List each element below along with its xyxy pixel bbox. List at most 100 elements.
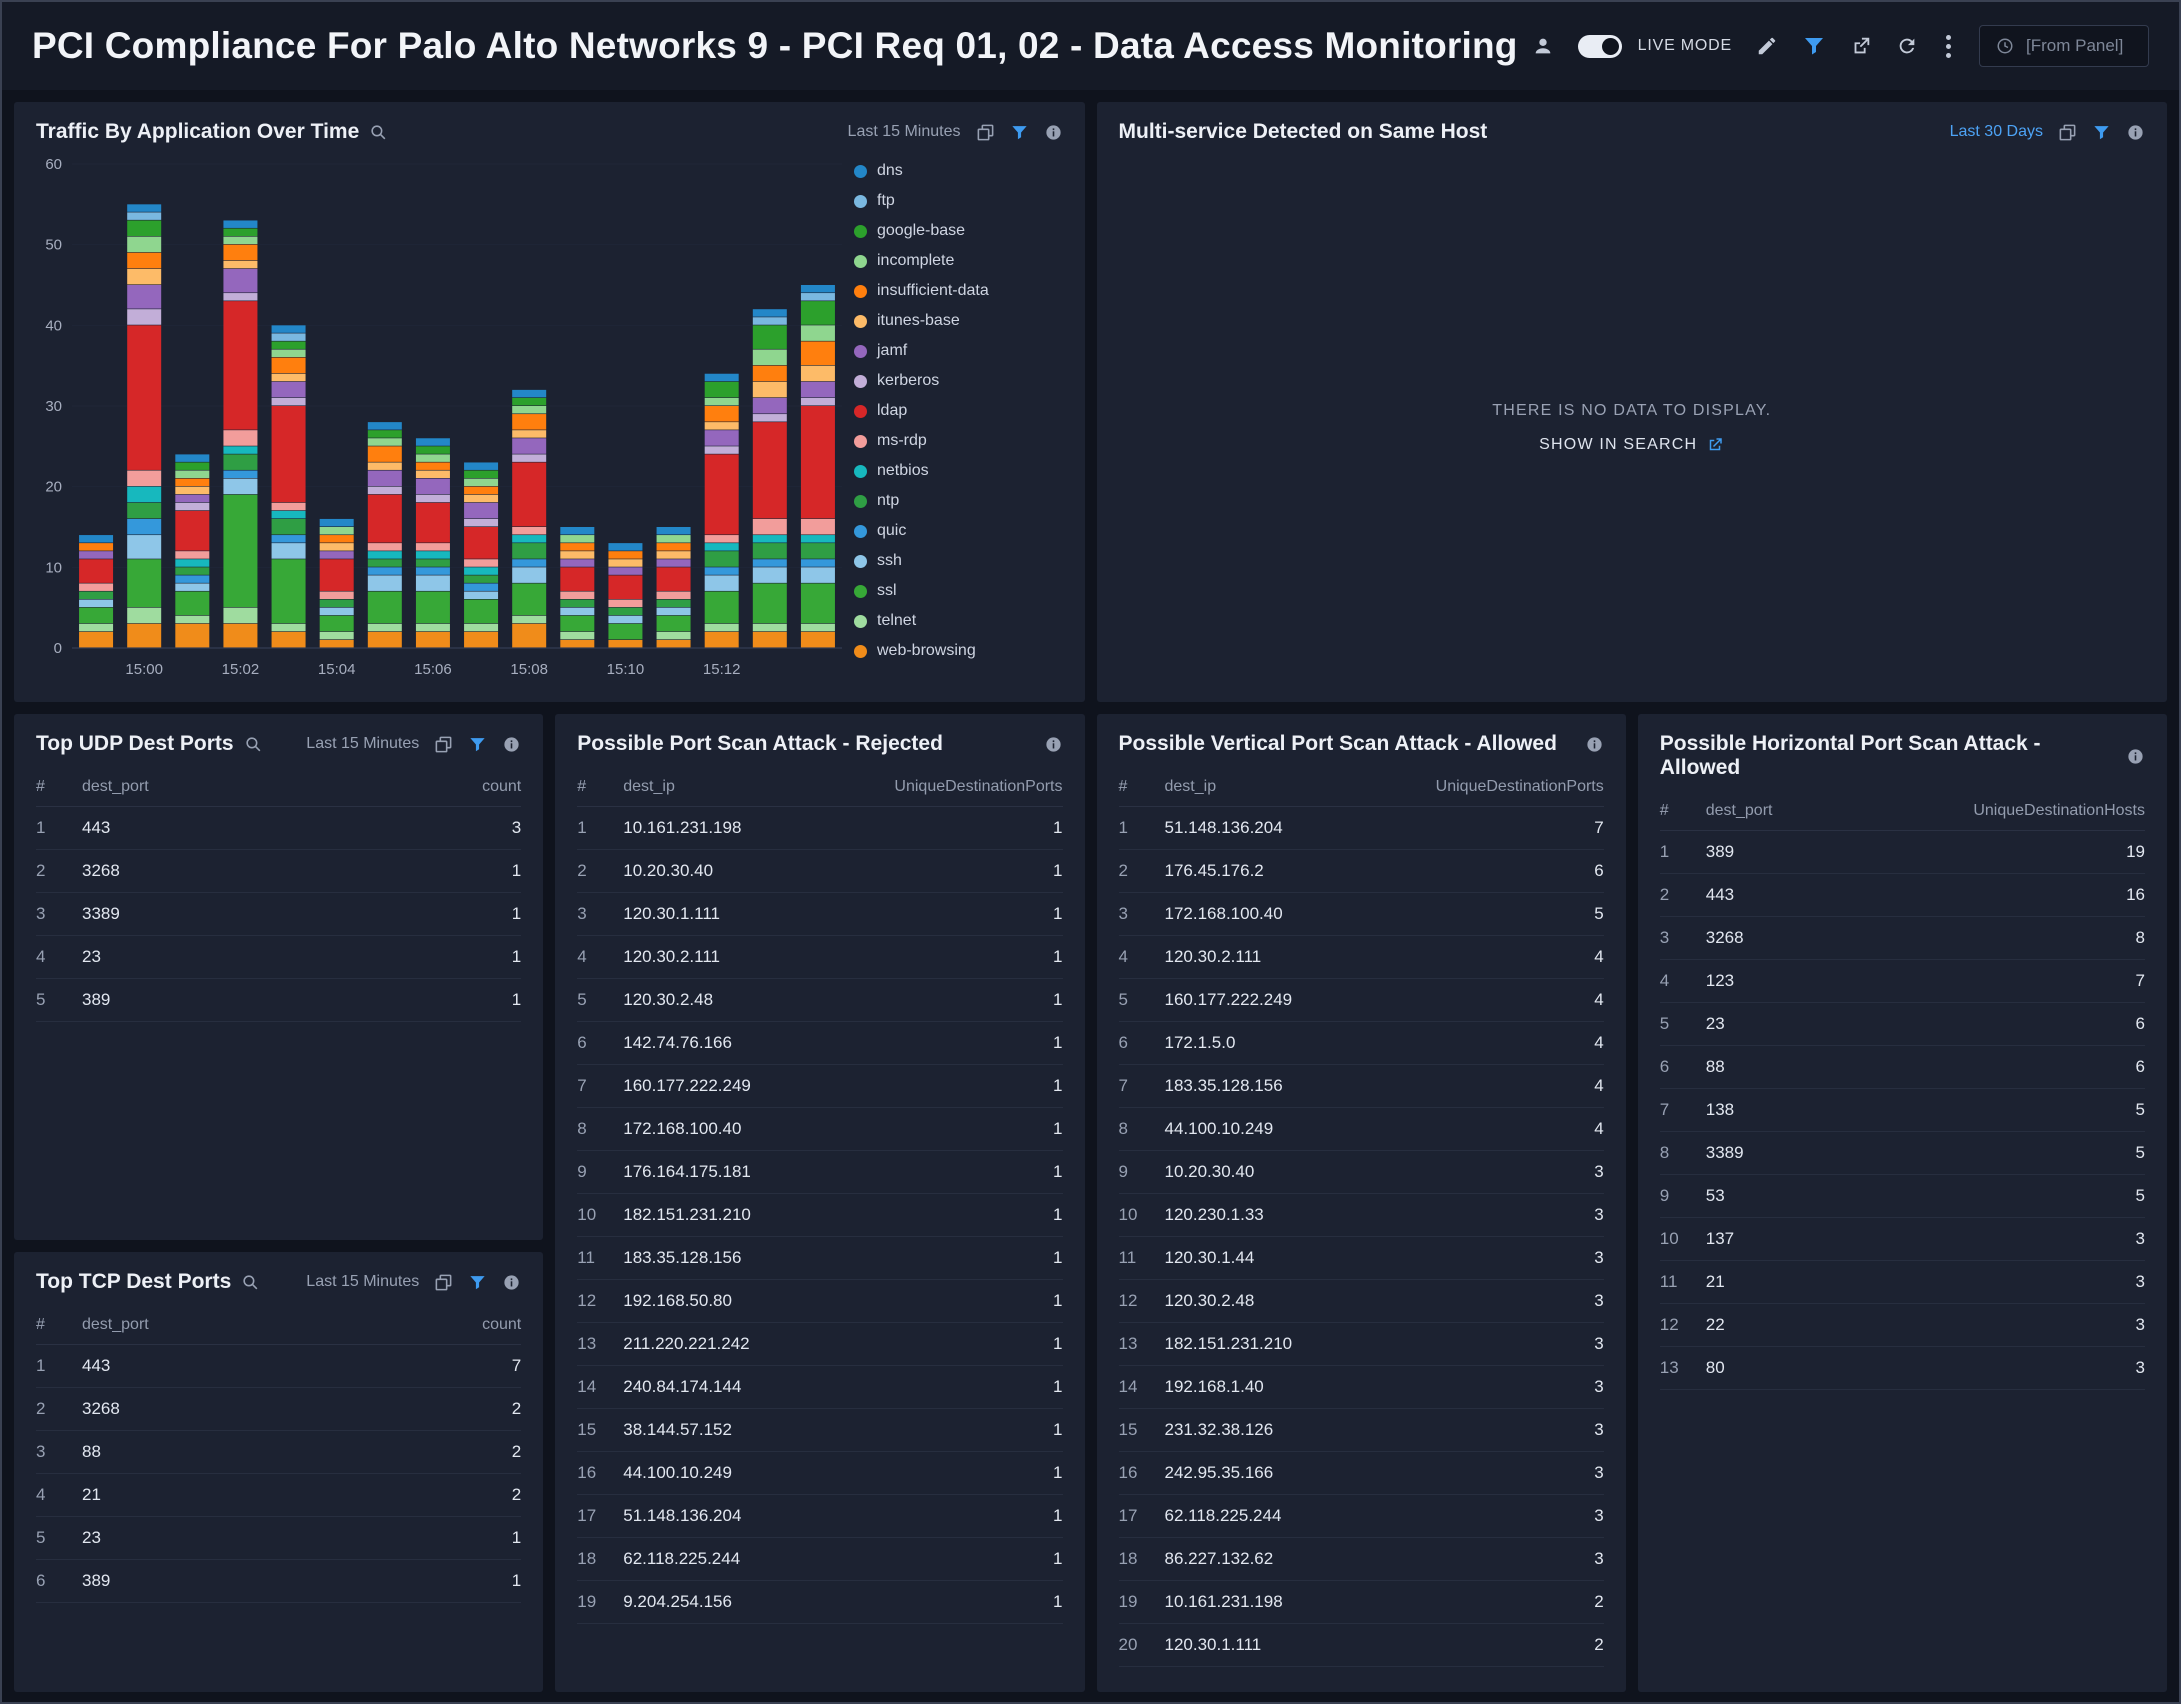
legend-item[interactable]: telnet — [854, 606, 1053, 636]
panel-filter-icon[interactable] — [2092, 123, 2111, 142]
table-header: # dest_ip UniqueDestinationPorts — [1118, 768, 1604, 807]
panel-time-range[interactable]: Last 15 Minutes — [306, 735, 420, 752]
table-cell: 38.144.57.152 — [623, 1420, 732, 1439]
table-header: # dest_ip UniqueDestinationPorts — [577, 768, 1063, 807]
legend-item[interactable]: ssh — [854, 546, 1053, 576]
table-row: 4 120.30.2.111 1 — [577, 936, 1063, 979]
info-icon[interactable] — [502, 1273, 521, 1292]
table-cell: 1 — [1053, 947, 1063, 966]
legend-item[interactable]: ftp — [854, 186, 1053, 216]
legend-item[interactable]: incomplete — [854, 246, 1053, 276]
table-cell: 8 — [1118, 1119, 1128, 1138]
table-row: 18 62.118.225.244 1 — [577, 1538, 1063, 1581]
live-mode-toggle[interactable] — [1577, 34, 1622, 58]
table-cell: 2 — [1594, 1592, 1604, 1611]
panel-time-range[interactable]: Last 15 Minutes — [306, 1273, 420, 1290]
svg-text:60: 60 — [45, 156, 62, 173]
user-icon[interactable] — [1532, 35, 1554, 57]
legend-label: ssl — [877, 582, 897, 599]
panel-time-range[interactable]: Last 30 Days — [1949, 123, 2043, 140]
panel-filter-icon[interactable] — [1010, 123, 1029, 142]
more-options-menu[interactable] — [1942, 31, 1955, 62]
legend-item[interactable]: ssl — [854, 576, 1053, 606]
legend-label: dns — [877, 162, 903, 179]
zoom-icon[interactable] — [241, 1273, 260, 1292]
table-row: 10 120.230.1.33 3 — [1118, 1194, 1604, 1237]
table-row: 8 172.168.100.40 1 — [577, 1108, 1063, 1151]
table-cell: 5 — [2135, 1186, 2145, 1205]
table-cell: 1 — [1053, 1205, 1063, 1224]
data-table: # dest_port count 1 443 7 2 3268 2 3 88 2 4 21 2 5 23… — [14, 1304, 543, 1603]
panel-time-range[interactable]: Last 15 Minutes — [847, 123, 961, 140]
table-cell: 172.168.100.40 — [1164, 904, 1283, 923]
legend-item[interactable]: dns — [854, 156, 1053, 186]
table-cell: 443 — [1705, 885, 1735, 904]
edit-pencil-icon[interactable] — [1756, 35, 1778, 57]
table-cell: 5 — [577, 990, 587, 1009]
table-cell: 120.30.2.48 — [623, 990, 714, 1009]
table-row: 13 80 3 — [1659, 1347, 2145, 1390]
legend-item[interactable]: google-base — [854, 216, 1053, 246]
svg-text:15:08: 15:08 — [510, 661, 548, 678]
table-cell: 1 — [1053, 818, 1063, 837]
table-cell: 16 — [1118, 1463, 1138, 1482]
table-cell: 1 — [511, 1571, 522, 1590]
copy-panel-icon[interactable] — [434, 1273, 453, 1292]
legend-item[interactable]: kerberos — [854, 366, 1053, 396]
zoom-icon[interactable] — [369, 123, 388, 142]
panel-title: Traffic By Application Over Time — [36, 120, 388, 144]
time-range-selector[interactable]: [From Panel] — [1979, 25, 2149, 67]
table-cell: 3268 — [82, 861, 120, 880]
table-cell: 5 — [36, 990, 46, 1009]
panel-filter-icon[interactable] — [468, 1273, 487, 1292]
legend-item[interactable]: web-browsing — [854, 636, 1053, 666]
table-row: 14 240.84.174.144 1 — [577, 1366, 1063, 1409]
table-cell: 10.20.30.40 — [623, 861, 714, 880]
table-cell: 1 — [1053, 1420, 1063, 1439]
copy-panel-icon[interactable] — [2058, 123, 2077, 142]
refresh-icon[interactable] — [1896, 35, 1918, 57]
data-table: # dest_port count 1 443 3 2 3268 1 3 3389 1 4 23 1 5… — [14, 766, 543, 1022]
svg-text:20: 20 — [45, 479, 62, 496]
panel-filter-icon[interactable] — [468, 735, 487, 754]
filter-icon[interactable] — [1802, 34, 1826, 58]
legend-item[interactable]: quic — [854, 516, 1053, 546]
info-icon[interactable] — [502, 735, 521, 754]
show-in-search-link[interactable]: SHOW IN SEARCH — [1539, 436, 1724, 454]
legend-item[interactable]: jamf — [854, 336, 1053, 366]
table-cell: 1 — [36, 818, 46, 837]
table-cell: 2 — [511, 1399, 522, 1418]
copy-panel-icon[interactable] — [976, 123, 995, 142]
table-cell: 5 — [2135, 1143, 2145, 1162]
panel-title: Possible Vertical Port Scan Attack - All… — [1118, 732, 1557, 755]
table-row: 8 44.100.10.249 4 — [1118, 1108, 1604, 1151]
info-icon[interactable] — [1044, 123, 1063, 142]
table-cell: 3 — [1594, 1377, 1604, 1396]
table-cell: 120.30.1.111 — [1164, 1635, 1262, 1654]
legend-item[interactable]: ldap — [854, 396, 1053, 426]
copy-panel-icon[interactable] — [434, 735, 453, 754]
info-icon[interactable] — [2126, 747, 2145, 766]
table-row: 1 51.148.136.204 7 — [1118, 807, 1604, 850]
table-cell: 3 — [1594, 1334, 1604, 1353]
info-icon[interactable] — [1044, 735, 1063, 754]
table-cell: 1 — [577, 818, 587, 837]
table-row: 1 389 19 — [1659, 831, 2145, 874]
legend-item[interactable]: netbios — [854, 456, 1053, 486]
no-data-message: THERE IS NO DATA TO DISPLAY. — [1492, 402, 1772, 419]
table-cell: 3 — [1594, 1420, 1604, 1439]
zoom-icon[interactable] — [244, 735, 263, 754]
info-icon[interactable] — [2126, 123, 2145, 142]
svg-text:15:06: 15:06 — [414, 661, 452, 678]
table-cell: 88 — [1705, 1057, 1725, 1076]
table-cell: 5 — [1659, 1014, 1670, 1033]
table-cell: 2 — [36, 861, 46, 880]
export-icon[interactable] — [1850, 35, 1872, 57]
info-icon[interactable] — [1585, 735, 1604, 754]
legend-label: ntp — [877, 492, 900, 509]
legend-item[interactable]: insufficient-data — [854, 276, 1053, 306]
legend-item[interactable]: itunes-base — [854, 306, 1053, 336]
legend-item[interactable]: ms-rdp — [854, 426, 1053, 456]
legend-item[interactable]: ntp — [854, 486, 1053, 516]
table-row: 4 21 2 — [36, 1474, 522, 1517]
